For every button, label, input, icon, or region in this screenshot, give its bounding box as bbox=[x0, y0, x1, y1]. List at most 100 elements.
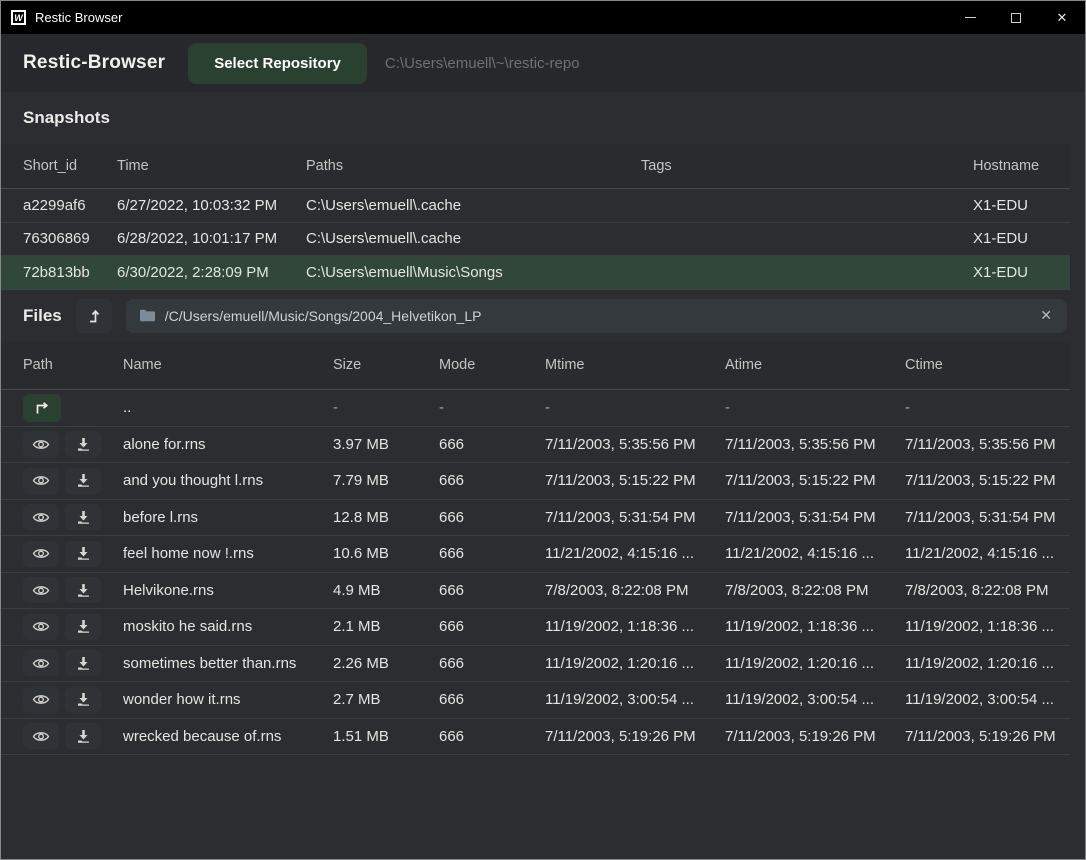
file-mode: 666 bbox=[439, 545, 545, 562]
page-title: Restic-Browser bbox=[23, 52, 165, 74]
view-file-button[interactable] bbox=[23, 431, 59, 457]
window-controls: ✕ bbox=[947, 1, 1085, 34]
view-file-button[interactable] bbox=[23, 723, 59, 749]
maximize-button[interactable] bbox=[993, 1, 1039, 34]
parent-dir-atime: - bbox=[725, 399, 905, 416]
download-file-button[interactable] bbox=[65, 468, 101, 494]
file-row: and you thought l.rns 7.79 MB 666 7/11/2… bbox=[1, 463, 1070, 500]
eye-icon bbox=[32, 474, 50, 487]
parent-dir-ctime: - bbox=[905, 399, 1070, 416]
view-file-button[interactable] bbox=[23, 577, 59, 603]
column-header-short-id: Short_id bbox=[23, 158, 117, 174]
file-ctime: 11/19/2002, 1:20:16 ... bbox=[905, 655, 1070, 672]
download-file-button[interactable] bbox=[65, 650, 101, 676]
close-icon: ✕ bbox=[1057, 11, 1068, 24]
file-size: 12.8 MB bbox=[333, 509, 439, 526]
eye-icon bbox=[32, 730, 50, 743]
download-icon bbox=[76, 510, 91, 525]
file-mode: 666 bbox=[439, 691, 545, 708]
parent-dir-size: - bbox=[333, 399, 439, 416]
file-atime: 7/11/2003, 5:15:22 PM bbox=[725, 472, 905, 489]
column-header-mtime: Mtime bbox=[545, 357, 725, 373]
app-header: Restic-Browser Select Repository C:\User… bbox=[1, 34, 1085, 92]
select-repository-button[interactable]: Select Repository bbox=[188, 43, 367, 84]
file-row: before l.rns 12.8 MB 666 7/11/2003, 5:31… bbox=[1, 500, 1070, 537]
eye-icon bbox=[32, 438, 50, 451]
column-header-ctime: Ctime bbox=[905, 357, 1070, 373]
snapshot-row[interactable]: a2299af6 6/27/2022, 10:03:32 PM C:\Users… bbox=[1, 189, 1070, 223]
snapshot-short-id: a2299af6 bbox=[23, 197, 117, 214]
titlebar: W Restic Browser ✕ bbox=[1, 1, 1085, 34]
minimize-icon bbox=[965, 17, 976, 18]
download-icon bbox=[76, 656, 91, 671]
snapshot-row[interactable]: 72b813bb 6/30/2022, 2:28:09 PM C:\Users\… bbox=[1, 256, 1070, 290]
close-button[interactable]: ✕ bbox=[1039, 1, 1085, 34]
eye-icon bbox=[32, 693, 50, 706]
file-row: alone for.rns 3.97 MB 666 7/11/2003, 5:3… bbox=[1, 427, 1070, 464]
file-ctime: 7/11/2003, 5:15:22 PM bbox=[905, 472, 1070, 489]
file-name: and you thought l.rns bbox=[123, 472, 333, 489]
download-file-button[interactable] bbox=[65, 614, 101, 640]
file-mode: 666 bbox=[439, 728, 545, 745]
maximize-icon bbox=[1011, 13, 1021, 23]
files-bar: Files /C/Users/emuell/Music/Songs/2004_H… bbox=[1, 290, 1085, 342]
file-mtime: 7/11/2003, 5:15:22 PM bbox=[545, 472, 725, 489]
snapshots-heading: Snapshots bbox=[1, 92, 1085, 144]
window-title: Restic Browser bbox=[35, 10, 122, 25]
snapshot-hostname: X1-EDU bbox=[973, 264, 1070, 281]
file-mode: 666 bbox=[439, 509, 545, 526]
file-atime: 7/11/2003, 5:35:56 PM bbox=[725, 436, 905, 453]
file-mode: 666 bbox=[439, 655, 545, 672]
file-row: moskito he said.rns 2.1 MB 666 11/19/200… bbox=[1, 609, 1070, 646]
download-icon bbox=[76, 583, 91, 598]
file-name: sometimes better than.rns bbox=[123, 655, 333, 672]
snapshot-row[interactable]: 76306869 6/28/2022, 10:01:17 PM C:\Users… bbox=[1, 223, 1070, 257]
file-ctime: 11/19/2002, 1:18:36 ... bbox=[905, 618, 1070, 635]
file-mtime: 7/11/2003, 5:31:54 PM bbox=[545, 509, 725, 526]
download-file-button[interactable] bbox=[65, 541, 101, 567]
parent-dir-mtime: - bbox=[545, 399, 725, 416]
download-icon bbox=[76, 473, 91, 488]
file-row: feel home now !.rns 10.6 MB 666 11/21/20… bbox=[1, 536, 1070, 573]
file-path-input[interactable]: /C/Users/emuell/Music/Songs/2004_Helveti… bbox=[126, 299, 1067, 333]
file-ctime: 7/11/2003, 5:31:54 PM bbox=[905, 509, 1070, 526]
download-file-button[interactable] bbox=[65, 723, 101, 749]
folder-icon bbox=[139, 309, 155, 322]
column-header-paths: Paths bbox=[306, 158, 641, 174]
file-atime: 11/19/2002, 1:20:16 ... bbox=[725, 655, 905, 672]
go-up-icon bbox=[33, 400, 51, 416]
download-file-button[interactable] bbox=[65, 504, 101, 530]
download-icon bbox=[76, 546, 91, 561]
column-header-atime: Atime bbox=[725, 357, 905, 373]
download-icon bbox=[76, 437, 91, 452]
view-file-button[interactable] bbox=[23, 650, 59, 676]
file-mtime: 11/19/2002, 1:20:16 ... bbox=[545, 655, 725, 672]
file-atime: 7/11/2003, 5:31:54 PM bbox=[725, 509, 905, 526]
clear-path-icon[interactable]: ✕ bbox=[1038, 307, 1054, 324]
file-name: feel home now !.rns bbox=[123, 545, 333, 562]
download-file-button[interactable] bbox=[65, 431, 101, 457]
snapshot-time: 6/28/2022, 10:01:17 PM bbox=[117, 230, 306, 247]
download-file-button[interactable] bbox=[65, 577, 101, 603]
file-size: 2.7 MB bbox=[333, 691, 439, 708]
file-atime: 11/19/2002, 3:00:54 ... bbox=[725, 691, 905, 708]
snapshot-paths: C:\Users\emuell\.cache bbox=[306, 197, 641, 214]
file-atime: 7/11/2003, 5:19:26 PM bbox=[725, 728, 905, 745]
column-header-size: Size bbox=[333, 357, 439, 373]
level-up-button[interactable] bbox=[76, 299, 112, 333]
go-up-button[interactable] bbox=[23, 394, 61, 422]
view-file-button[interactable] bbox=[23, 468, 59, 494]
view-file-button[interactable] bbox=[23, 687, 59, 713]
minimize-button[interactable] bbox=[947, 1, 993, 34]
file-row: Helvikone.rns 4.9 MB 666 7/8/2003, 8:22:… bbox=[1, 573, 1070, 610]
eye-icon bbox=[32, 511, 50, 524]
file-name: before l.rns bbox=[123, 509, 333, 526]
view-file-button[interactable] bbox=[23, 541, 59, 567]
file-mode: 666 bbox=[439, 582, 545, 599]
view-file-button[interactable] bbox=[23, 614, 59, 640]
snapshot-time: 6/27/2022, 10:03:32 PM bbox=[117, 197, 306, 214]
download-file-button[interactable] bbox=[65, 687, 101, 713]
parent-directory-row[interactable]: .. - - - - - bbox=[1, 390, 1070, 427]
view-file-button[interactable] bbox=[23, 504, 59, 530]
file-size: 2.1 MB bbox=[333, 618, 439, 635]
